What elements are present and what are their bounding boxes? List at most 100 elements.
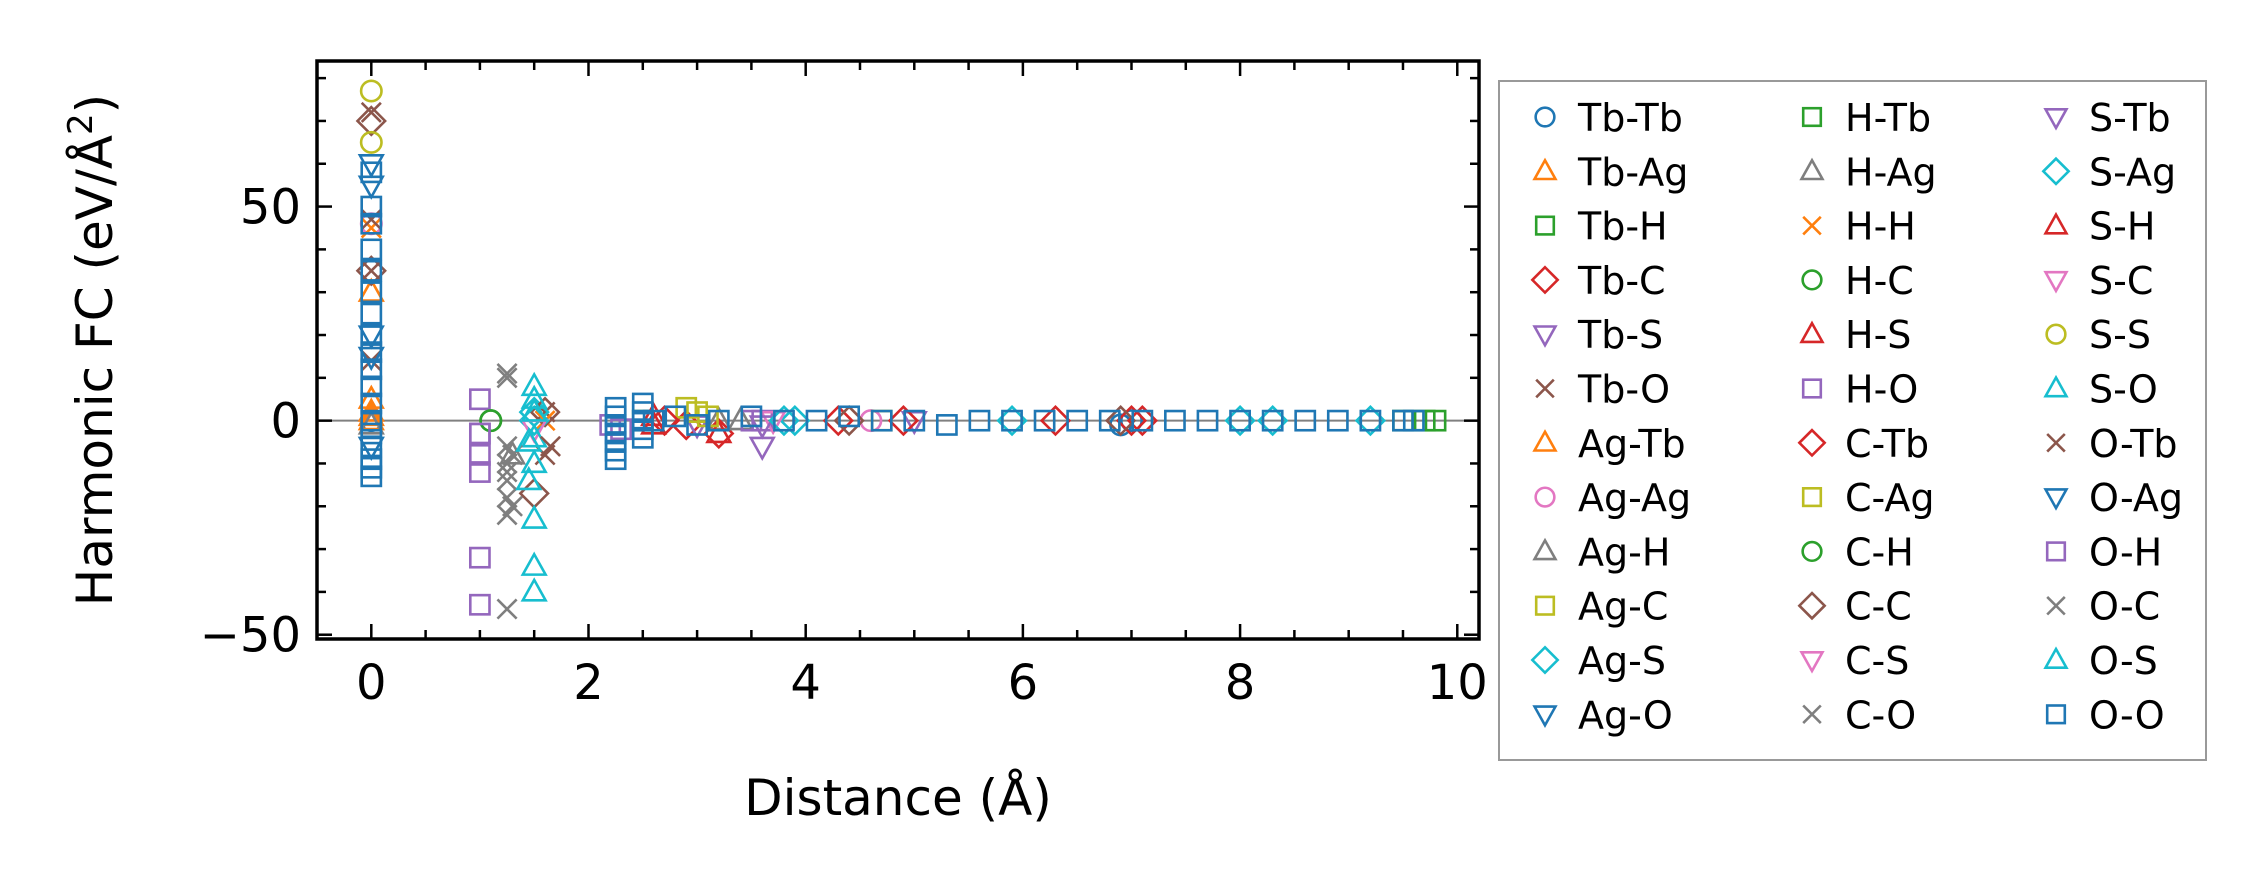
- legend-marker: [1532, 429, 1558, 452]
- data-point: [1424, 409, 1447, 432]
- legend-entry: O-O: [2045, 693, 2165, 737]
- data-point: [1033, 409, 1056, 432]
- y-tick-label: −50: [200, 608, 301, 664]
- legend-entry: Tb-Tb: [1534, 96, 1683, 140]
- data-point: [520, 423, 548, 448]
- legend-label: S-S: [2089, 313, 2151, 357]
- legend-entry: Ag-S: [1530, 639, 1666, 683]
- legend-label: O-H: [2089, 530, 2162, 574]
- y-tick-label: 50: [240, 180, 301, 236]
- data-point: [604, 448, 627, 471]
- legend-marker: [1799, 157, 1825, 181]
- legend-entry: S-Tb: [2043, 96, 2171, 140]
- legend-entry: H-Ag: [1799, 150, 1937, 194]
- legend-marker: [1801, 378, 1823, 399]
- data-point: [1196, 409, 1219, 432]
- data-point: [496, 598, 518, 620]
- legend-label: O-Ag: [2089, 476, 2183, 520]
- data-point: [501, 495, 523, 517]
- data-point: [1098, 409, 1121, 432]
- legend-marker: [1532, 705, 1558, 728]
- data-point: [360, 281, 383, 304]
- legend-marker: [1530, 265, 1560, 295]
- data-point: [468, 461, 491, 483]
- legend-marker: [1532, 325, 1558, 348]
- legend-marker: [1534, 595, 1556, 616]
- legend-marker: [1534, 486, 1556, 508]
- legend-entry: C-S: [1799, 639, 1909, 683]
- data-point: [355, 105, 387, 137]
- data-point: [748, 436, 776, 461]
- data-point: [779, 405, 811, 437]
- data-point: [903, 409, 926, 432]
- legend-entry: Tb-C: [1530, 259, 1666, 303]
- legend-label: S-C: [2089, 259, 2153, 303]
- data-point: [1326, 409, 1349, 432]
- legend-label: C-H: [1845, 530, 1914, 574]
- data-point: [496, 461, 518, 483]
- series-o-tb: [360, 208, 562, 457]
- plot-frame: [315, 59, 1481, 641]
- x-tick-label: 8: [1225, 655, 1256, 711]
- data-point: [360, 212, 383, 235]
- legend-entry: C-H: [1801, 530, 1914, 574]
- legend-label: Ag-C: [1578, 585, 1668, 629]
- data-point: [520, 577, 548, 602]
- data-point: [1402, 409, 1425, 432]
- legend-label: H-Ag: [1845, 150, 1937, 194]
- data-point: [360, 161, 383, 184]
- legend-entry: Tb-O: [1535, 368, 1670, 412]
- data-point: [1039, 405, 1072, 437]
- legend-label: Ag-Ag: [1578, 476, 1691, 520]
- data-point: [1131, 409, 1154, 432]
- data-point: [1001, 409, 1023, 432]
- legend-marker: [1802, 704, 1822, 725]
- data-point: [887, 405, 920, 437]
- legend-entry: H-H: [1802, 205, 1916, 249]
- legend-entry: Tb-H: [1534, 205, 1668, 249]
- legend-label: S-O: [2089, 368, 2158, 412]
- legend-marker: [1801, 106, 1823, 128]
- data-point: [360, 195, 383, 218]
- legend-label: C-Tb: [1845, 422, 1929, 466]
- data-point: [838, 405, 861, 428]
- legend-marker: [2043, 488, 2069, 511]
- legend-label: S-Ag: [2089, 150, 2176, 194]
- legend-label: Tb-H: [1577, 205, 1668, 249]
- series-o-ag: [357, 154, 385, 372]
- series-o-o: [360, 161, 1425, 488]
- axes: 0 2 4 6 8 10 −50 0 50: [200, 59, 1488, 711]
- legend-marker: [2043, 374, 2069, 398]
- legend-marker: [1797, 591, 1827, 621]
- legend-entry: S-O: [2043, 368, 2158, 412]
- data-point: [773, 409, 795, 432]
- series-tb-o: [360, 101, 556, 466]
- legend-entry: O-S: [2043, 639, 2158, 683]
- legend-marker: [2045, 323, 2067, 345]
- legend-marker: [2043, 270, 2069, 294]
- data-point: [520, 448, 548, 474]
- series-o-s: [515, 427, 543, 491]
- data-point: [648, 405, 681, 437]
- data-point: [468, 422, 491, 445]
- legend-marker: [2041, 156, 2071, 186]
- data-point: [360, 435, 383, 458]
- data-point: [360, 465, 383, 488]
- series-c-o: [496, 363, 518, 620]
- data-point: [360, 341, 383, 364]
- data-point: [520, 504, 548, 529]
- legend-entry: O-Tb: [2046, 422, 2178, 466]
- legend-entry: O-Ag: [2043, 476, 2183, 520]
- data-point: [498, 440, 527, 465]
- legend-label: Ag-O: [1578, 693, 1673, 737]
- legend-entry: O-H: [2045, 530, 2162, 574]
- legend-entry: S-C: [2043, 259, 2153, 303]
- legend-entry: Ag-C: [1534, 585, 1668, 629]
- data-point: [642, 409, 665, 432]
- data-point: [539, 435, 562, 457]
- legend-entry: Tb-Ag: [1532, 150, 1688, 194]
- legend-entry: C-Ag: [1801, 476, 1935, 520]
- data-point: [610, 418, 632, 441]
- legend-marker: [1534, 215, 1556, 236]
